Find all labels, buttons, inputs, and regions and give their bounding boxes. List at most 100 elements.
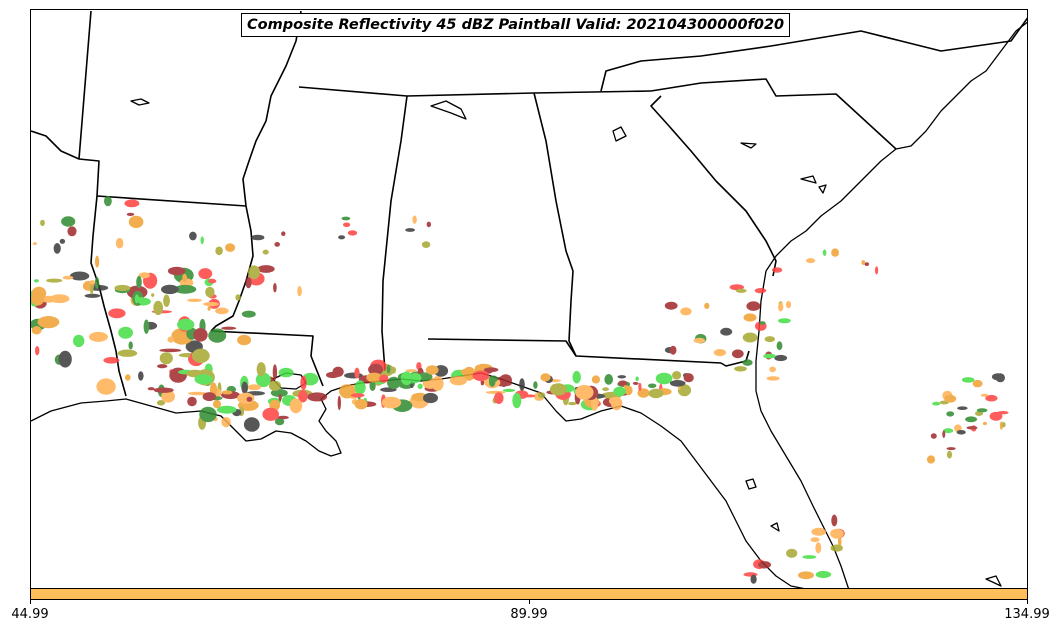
reflectivity-blob	[167, 266, 186, 276]
reflectivity-blob	[117, 349, 138, 357]
reflectivity-blob	[776, 341, 783, 351]
reflectivity-blob	[32, 242, 37, 246]
colorbar-tick-label-max: 134.99	[1004, 607, 1050, 622]
reflectivity-blob	[655, 372, 673, 385]
reflectivity-blob	[677, 384, 692, 397]
la-ms-border	[210, 330, 324, 387]
reflectivity-blob	[831, 514, 838, 527]
reflectivity-blob	[729, 284, 744, 291]
reflectivity-blob	[245, 277, 252, 289]
reflectivity-blob	[341, 216, 351, 221]
reflectivity-blob	[167, 336, 175, 343]
atlantic-coast	[765, 21, 1027, 272]
reflectivity-blob	[217, 405, 237, 414]
reflectivity-blob	[572, 370, 581, 384]
reflectivity-blob	[875, 266, 879, 275]
reflectivity-blob	[930, 433, 937, 439]
reflectivity-blob	[763, 353, 776, 359]
reflectivity-blob	[326, 371, 340, 379]
reflectivity-blob	[269, 380, 281, 391]
reflectivity-blob	[778, 302, 784, 312]
mississippi-river	[210, 10, 302, 332]
reflectivity-blob	[182, 273, 188, 283]
reflectivity-blob	[189, 231, 197, 241]
reflectivity-blob	[134, 294, 140, 304]
reflectivity-blob	[221, 417, 231, 428]
reflectivity-blob	[89, 280, 96, 285]
reflectivity-blob	[966, 426, 978, 430]
reflectivity-blob	[208, 278, 217, 284]
reflectivity-blob	[69, 271, 90, 281]
reflectivity-blob	[669, 380, 686, 387]
reflectivity-blob	[62, 275, 74, 280]
reflectivity-blob	[965, 416, 978, 423]
reflectivity-blob	[151, 293, 155, 297]
reflectivity-blob	[683, 373, 694, 383]
reflectivity-blob	[421, 241, 431, 249]
reflectivity-blob	[198, 268, 213, 280]
reflectivity-blob	[274, 242, 281, 247]
reflectivity-blob	[262, 407, 280, 421]
reflectivity-blob	[485, 390, 506, 394]
reflectivity-blob	[307, 392, 328, 402]
reflectivity-blob	[618, 380, 628, 387]
reflectivity-blob	[278, 393, 282, 402]
reflectivity-blob	[720, 327, 733, 336]
reflectivity-blob	[157, 364, 168, 369]
reflectivity-blob	[669, 345, 677, 355]
map-canvas	[31, 10, 1027, 588]
reflectivity-blob	[785, 301, 792, 309]
reflectivity-blob	[278, 367, 294, 378]
reflectivity-blob	[203, 302, 219, 307]
reflectivity-blob	[115, 237, 124, 249]
nc-va-line	[600, 17, 1027, 92]
reflectivity-blob	[750, 574, 757, 584]
colorbar-tick-label-min: 44.99	[11, 607, 49, 622]
florida-east-coast	[755, 270, 850, 588]
tx-east-border	[31, 130, 127, 397]
reflectivity-blob	[810, 537, 820, 543]
nc-sc-border	[650, 78, 897, 150]
colorbar-tick-mark-mid	[529, 600, 530, 604]
reflectivity-blob	[199, 406, 217, 423]
reflectivity-blob	[95, 255, 100, 268]
reflectivity-blob	[40, 219, 45, 227]
reflectivity-blob	[602, 387, 609, 392]
reflectivity-blob	[289, 398, 303, 414]
reflectivity-blob	[159, 348, 182, 353]
reflectivity-blob	[138, 371, 144, 381]
reflectivity-blob	[177, 318, 195, 331]
reflectivity-blob	[270, 389, 288, 397]
reflectivity-blob	[985, 394, 998, 402]
ar-ok-border	[78, 10, 92, 160]
reflectivity-blob	[33, 279, 39, 283]
reflectivity-blob	[49, 294, 70, 304]
reflectivity-blob	[173, 284, 197, 294]
al-ga-border	[533, 92, 577, 357]
reflectivity-blob	[37, 316, 60, 329]
reflectivity-blob	[187, 396, 197, 407]
reflectivity-blob	[237, 334, 252, 346]
reflectivity-blob	[815, 542, 822, 554]
reflectivity-blob	[1001, 422, 1006, 428]
ms-al-border	[381, 95, 408, 372]
reflectivity-blob	[731, 349, 744, 359]
reflectivity-blob	[347, 230, 358, 236]
al-fl-border	[427, 338, 722, 364]
reflectivity-blob	[743, 313, 757, 322]
reflectivity-blob	[202, 392, 216, 402]
reflectivity-blob	[638, 382, 642, 392]
reflectivity-blob	[943, 428, 954, 434]
reflectivity-blob	[946, 447, 956, 451]
reflectivity-blob	[272, 364, 278, 380]
reflectivity-blob	[742, 332, 758, 343]
reflectivity-blob	[386, 364, 391, 374]
reflectivity-blob	[946, 411, 955, 417]
reflectivity-blob	[277, 415, 289, 420]
reflectivity-blob	[114, 284, 131, 292]
reflectivity-blob	[540, 373, 551, 382]
reflectivity-blob	[88, 331, 108, 342]
reflectivity-blob	[632, 381, 639, 385]
map-title: Composite Reflectivity 45 dBZ Paintball …	[241, 13, 791, 37]
reflectivity-blob	[215, 307, 229, 315]
